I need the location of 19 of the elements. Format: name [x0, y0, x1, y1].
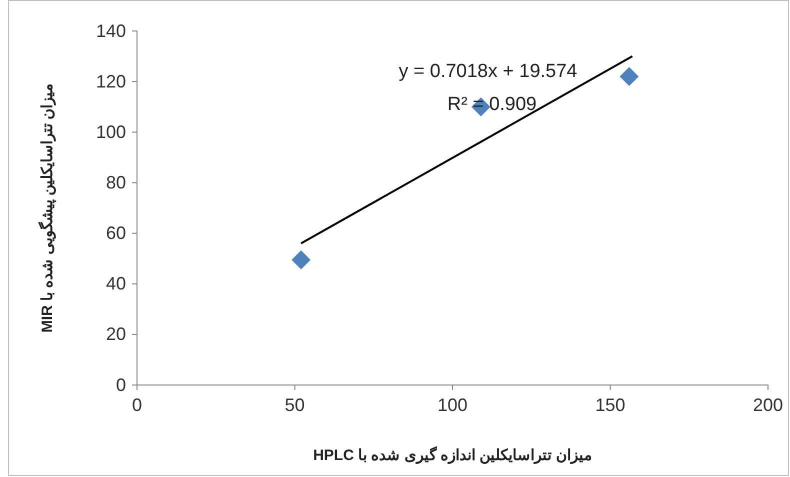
- y-tick-label: 0: [116, 374, 126, 395]
- y-tick-label: 80: [106, 172, 126, 192]
- y-tick-label: 120: [96, 71, 126, 92]
- x-tick-label: 50: [284, 394, 305, 415]
- y-tick-label: 40: [106, 274, 126, 294]
- x-tick-label: 150: [595, 394, 626, 415]
- x-tick-label: 200: [752, 394, 784, 415]
- y-tick-label: 140: [96, 20, 126, 41]
- x-axis-title: میزان تتراسایکلین اندازه گیری شده با HPLC: [313, 446, 592, 464]
- point: [292, 250, 311, 270]
- annotation: R² = 0.909: [447, 94, 537, 115]
- point: [620, 67, 639, 86]
- annotation: y = 0.7018x + 19.574: [398, 61, 578, 82]
- x-tick-label: 0: [132, 394, 142, 415]
- y-axis-title: میزان تتراسایکلین پیشگویی شده با MIR: [38, 83, 57, 333]
- y-tick-label: 20: [106, 324, 126, 344]
- x-tick-label: 100: [437, 394, 468, 415]
- y-tick-label: 100: [96, 122, 126, 142]
- y-tick-label: 60: [106, 223, 126, 244]
